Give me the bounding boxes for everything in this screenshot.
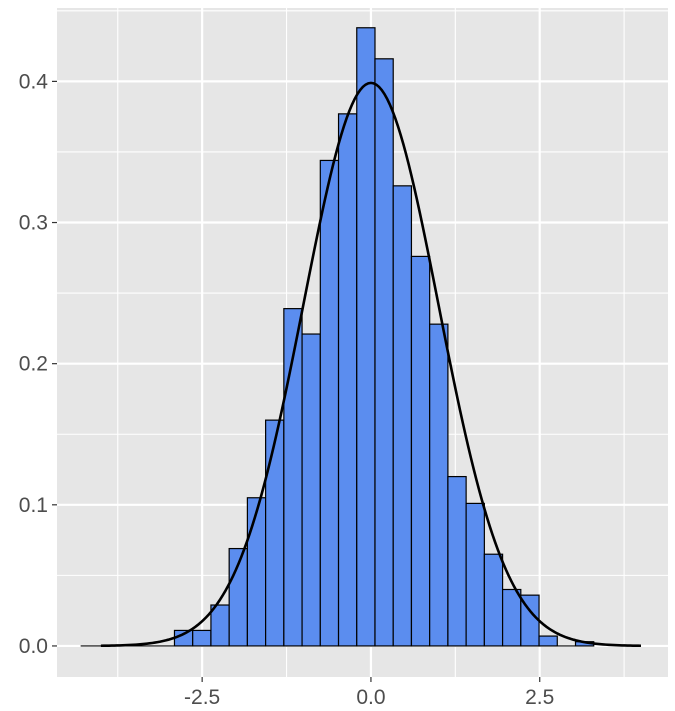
y-tick-label: 0.4 — [19, 70, 49, 93]
histogram-bar — [337, 113, 358, 647]
histogram-bar — [538, 635, 558, 647]
histogram-bar — [210, 604, 230, 647]
histogram-bars — [173, 27, 595, 647]
histogram-bar — [301, 333, 321, 647]
x-tick-label: -2.5 — [184, 686, 220, 709]
y-tick-label: 0.3 — [19, 212, 48, 235]
x-tick-label: 0.0 — [356, 686, 385, 709]
histogram-bar — [447, 475, 467, 647]
histogram-bar — [356, 27, 376, 647]
x-tick-label: 2.5 — [525, 686, 554, 709]
histogram-bar — [410, 255, 431, 647]
histogram-bar — [192, 629, 212, 647]
histogram-bar — [319, 159, 340, 647]
histogram-bar — [246, 497, 267, 647]
histogram-bar — [392, 185, 413, 647]
histogram-bar — [429, 323, 449, 647]
normal-density-curve — [100, 81, 642, 648]
histogram-bar — [501, 588, 522, 647]
histogram-bar — [483, 553, 504, 647]
histogram-bar — [465, 502, 485, 647]
y-tick-label: 0.0 — [19, 635, 48, 658]
histogram-bar — [374, 58, 394, 647]
y-axis: 0.0 0.1 0.2 0.3 0.4 — [19, 70, 57, 658]
histogram-bar — [265, 419, 285, 647]
x-axis: -2.5 0.0 2.5 — [184, 677, 554, 709]
y-tick-label: 0.2 — [19, 353, 48, 376]
y-tick-label: 0.1 — [19, 494, 48, 517]
